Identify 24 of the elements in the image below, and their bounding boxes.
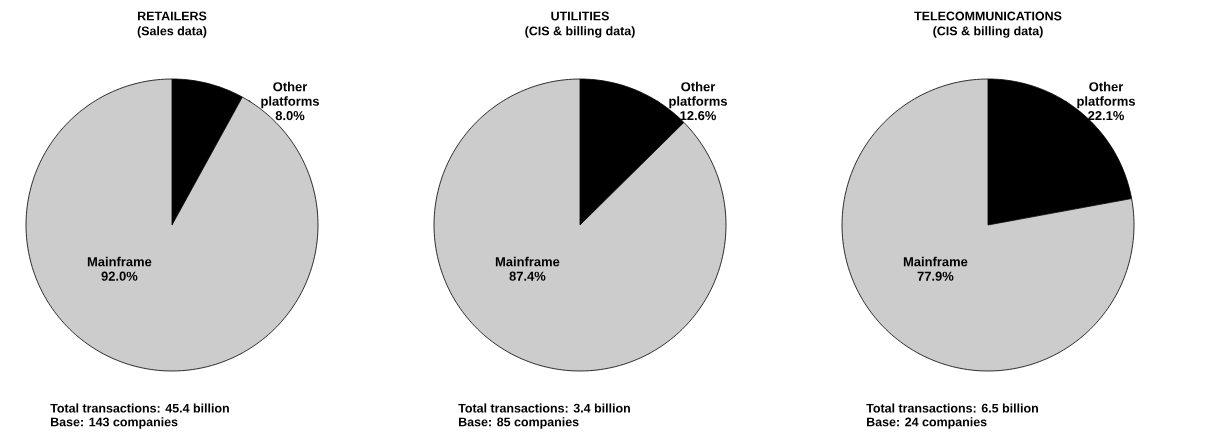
chart-subtitle: (Sales data): [137, 26, 207, 38]
slice-label: Mainframe: [903, 256, 968, 267]
text: Base: 24 companies: [867, 417, 987, 429]
data-label: 8.0%: [275, 111, 305, 121]
slice-label: Mainframe: [87, 256, 152, 267]
chart-subtitle: (CIS & billing data): [525, 26, 635, 38]
text: Total transactions: 45.4 billion: [50, 403, 229, 413]
data-label: 92.0%: [101, 271, 138, 281]
slice-label: Other platforms: [1077, 81, 1135, 109]
slice-label: Other platforms: [669, 81, 727, 109]
text: Base: 143 companies: [51, 417, 178, 429]
chart-subtitle: (CIS & billing data): [933, 26, 1043, 38]
data-label: 87.4%: [509, 271, 546, 281]
text: Base: 85 companies: [459, 417, 579, 429]
chart-title: TELECOMMUNICATIONS: [914, 11, 1062, 21]
chart-title: RETAILERS: [138, 11, 207, 21]
slice-label: Other platforms: [261, 81, 319, 109]
data-label: 22.1%: [1088, 111, 1125, 121]
data-label: 12.6%: [680, 111, 717, 121]
text: Total transactions: 3.4 billion: [458, 403, 630, 413]
data-label: 77.9%: [917, 271, 954, 281]
text: Total transactions: 6.5 billion: [866, 403, 1038, 413]
chart-title: UTILITIES: [551, 11, 609, 21]
slice-label: Mainframe: [495, 256, 560, 267]
